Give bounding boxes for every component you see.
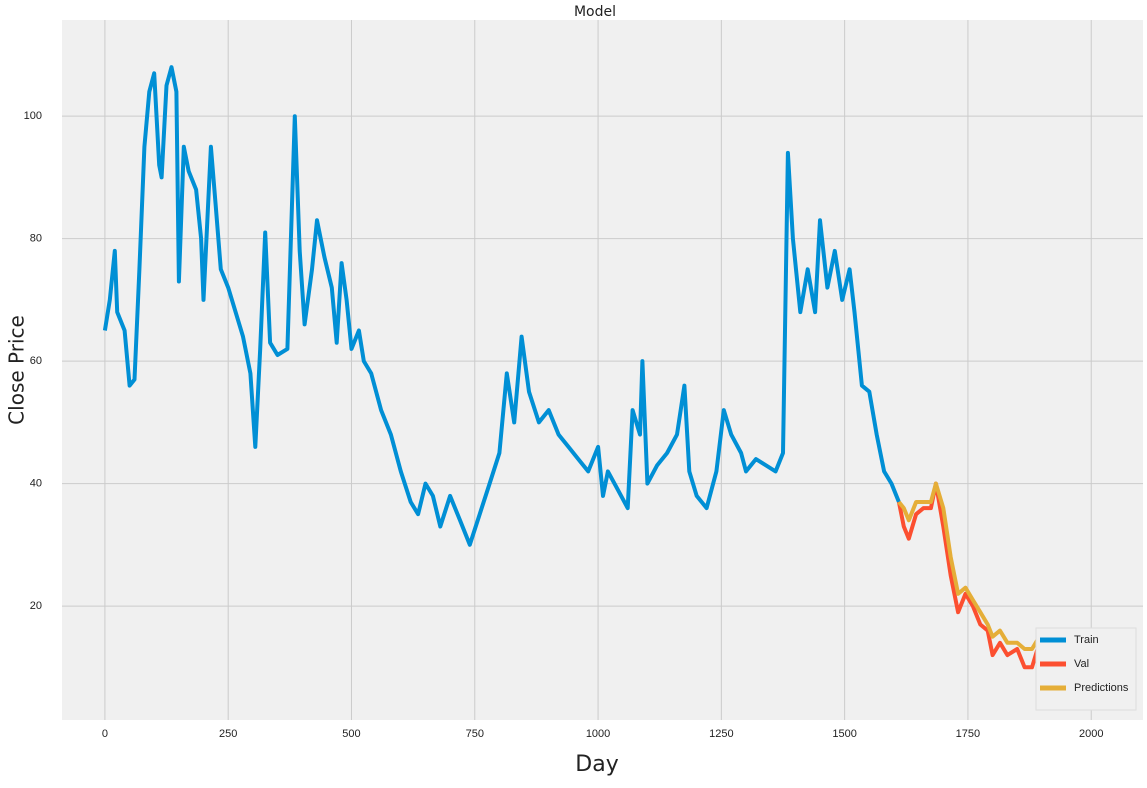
- y-tick-label: 80: [30, 233, 42, 245]
- x-axis-label: Day: [575, 752, 618, 777]
- x-tick-label: 1750: [956, 728, 980, 740]
- x-tick-label: 750: [466, 728, 484, 740]
- legend-label: Val: [1074, 658, 1089, 670]
- legend-label: Predictions: [1074, 682, 1129, 694]
- x-tick-label: 500: [342, 728, 360, 740]
- x-tick-label: 1250: [709, 728, 733, 740]
- x-tick-label: 0: [102, 728, 108, 740]
- legend-label: Train: [1074, 634, 1099, 646]
- x-tick-label: 2000: [1079, 728, 1103, 740]
- series-line: [102, 65, 901, 547]
- y-axis-label: Close Price: [5, 315, 29, 425]
- series-line: [896, 481, 1042, 670]
- x-tick-label: 250: [219, 728, 237, 740]
- x-tick-label: 1000: [586, 728, 610, 740]
- y-tick-label: 40: [30, 478, 42, 490]
- chart-title: Model: [574, 4, 616, 20]
- y-tick-label: 20: [30, 600, 42, 612]
- series-line: [897, 481, 1042, 651]
- y-tick-label: 100: [24, 110, 42, 122]
- x-tick-label: 1500: [832, 728, 856, 740]
- y-tick-label: 60: [30, 355, 42, 367]
